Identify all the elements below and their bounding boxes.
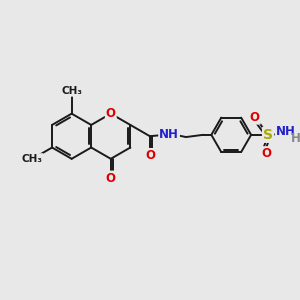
Text: O: O	[106, 107, 116, 120]
Text: CH₃: CH₃	[61, 85, 82, 96]
Text: O: O	[106, 172, 116, 184]
Text: S: S	[263, 128, 273, 142]
Text: O: O	[145, 149, 155, 162]
Text: H: H	[291, 132, 300, 145]
Text: NH: NH	[276, 125, 296, 138]
Text: O: O	[250, 111, 260, 124]
Text: NH: NH	[159, 128, 179, 141]
Text: CH₃: CH₃	[22, 154, 43, 164]
Text: O: O	[262, 147, 272, 160]
